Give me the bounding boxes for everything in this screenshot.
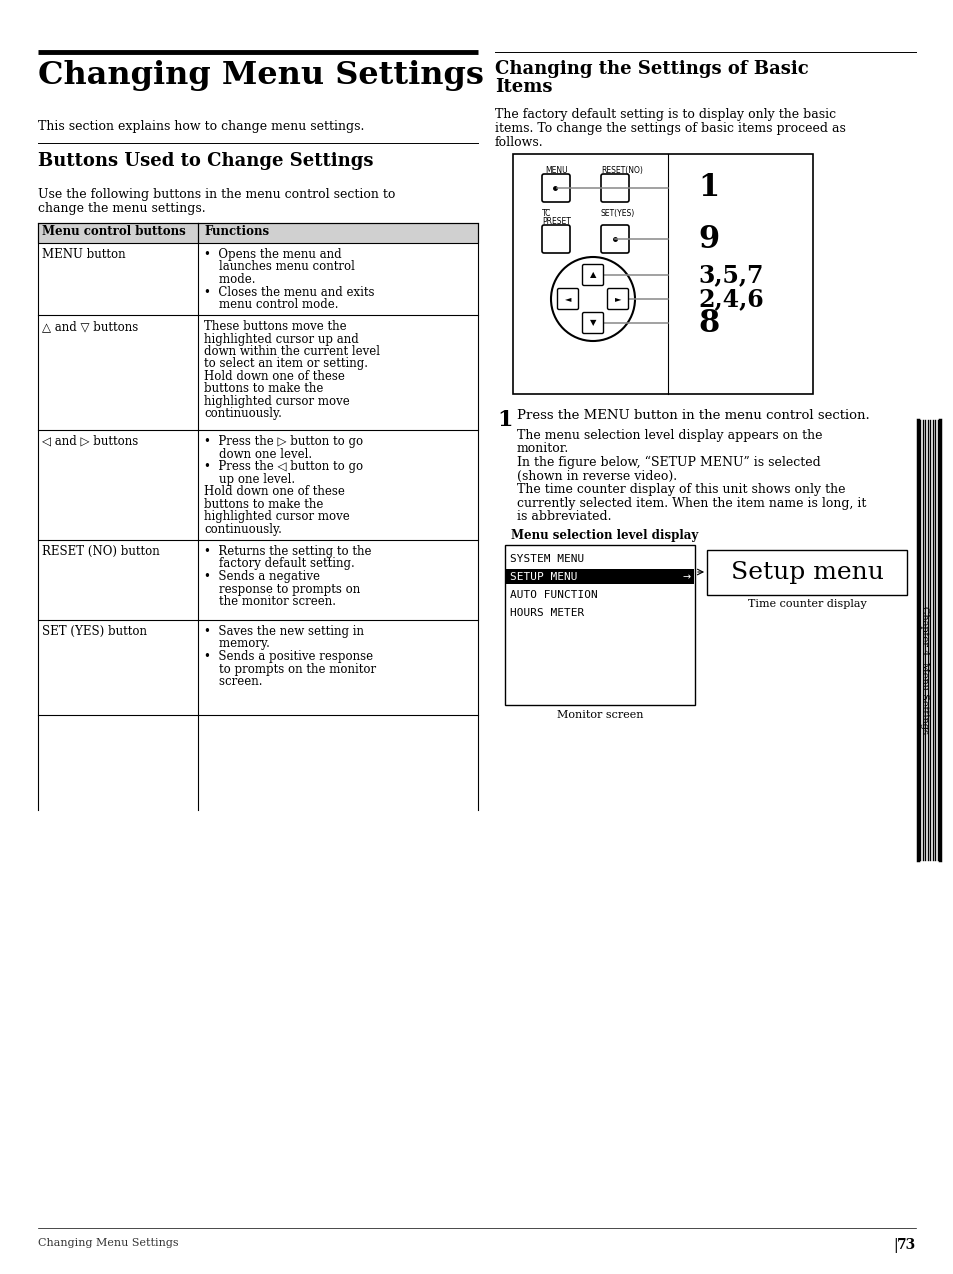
Text: •  Returns the setting to the: • Returns the setting to the [204, 545, 371, 558]
Text: RESET(NO): RESET(NO) [600, 166, 642, 175]
FancyBboxPatch shape [541, 175, 569, 203]
Text: to prompts on the monitor: to prompts on the monitor [204, 662, 375, 675]
Text: buttons to make the: buttons to make the [204, 382, 323, 395]
FancyBboxPatch shape [557, 288, 578, 310]
Text: screen.: screen. [204, 675, 262, 688]
FancyBboxPatch shape [541, 225, 569, 254]
Text: Changing Menu Settings: Changing Menu Settings [38, 60, 483, 90]
Text: ►: ► [614, 294, 620, 303]
Text: •  Sends a negative: • Sends a negative [204, 569, 319, 583]
Text: ◁ and ▷ buttons: ◁ and ▷ buttons [42, 434, 138, 448]
Text: continuously.: continuously. [204, 522, 281, 535]
Text: highlighted cursor move: highlighted cursor move [204, 510, 350, 524]
Text: highlighted cursor up and: highlighted cursor up and [204, 333, 358, 345]
Text: down one level.: down one level. [204, 447, 312, 460]
Text: Menu control buttons: Menu control buttons [42, 225, 186, 238]
Bar [505, 569, 693, 583]
Text: △ and ▽ buttons: △ and ▽ buttons [42, 320, 138, 333]
Text: SYSTEM MENU: SYSTEM MENU [510, 554, 583, 564]
FancyBboxPatch shape [600, 175, 628, 203]
Text: Changing the Settings of Basic: Changing the Settings of Basic [495, 60, 808, 78]
Text: (shown in reverse video).: (shown in reverse video). [517, 470, 677, 483]
Text: Functions: Functions [204, 225, 269, 238]
Text: MENU: MENU [544, 166, 567, 175]
Text: factory default setting.: factory default setting. [204, 558, 355, 571]
Text: Monitor screen: Monitor screen [557, 710, 642, 720]
Text: Changing Menu Settings: Changing Menu Settings [38, 1238, 178, 1249]
Text: Buttons Used to Change Settings: Buttons Used to Change Settings [38, 152, 374, 169]
Bar [38, 223, 477, 243]
Text: continuously.: continuously. [204, 408, 281, 420]
Text: The time counter display of this unit shows only the: The time counter display of this unit sh… [517, 483, 844, 496]
Text: In the figure below, “SETUP MENU” is selected: In the figure below, “SETUP MENU” is sel… [517, 456, 820, 469]
Text: These buttons move the: These buttons move the [204, 320, 346, 333]
Text: is abbreviated.: is abbreviated. [517, 510, 611, 524]
Text: The menu selection level display appears on the: The menu selection level display appears… [517, 429, 821, 442]
FancyBboxPatch shape [600, 225, 628, 254]
Text: Items: Items [495, 78, 552, 96]
Text: buttons to make the: buttons to make the [204, 498, 323, 511]
Bar [513, 154, 812, 394]
Text: SET (YES) button: SET (YES) button [42, 626, 147, 638]
Text: Press the MENU button in the menu control section.: Press the MENU button in the menu contro… [517, 409, 869, 422]
Text: up one level.: up one level. [204, 473, 294, 485]
Text: currently selected item. When the item name is long, it: currently selected item. When the item n… [517, 497, 865, 510]
Text: •  Closes the menu and exits: • Closes the menu and exits [204, 285, 375, 298]
Text: Chapter 4  Menu Settings: Chapter 4 Menu Settings [920, 606, 928, 734]
Text: PRESET: PRESET [541, 217, 570, 225]
Text: mode.: mode. [204, 273, 255, 285]
Text: down within the current level: down within the current level [204, 345, 379, 358]
Text: ▼: ▼ [589, 318, 596, 327]
Text: AUTO FUNCTION: AUTO FUNCTION [510, 590, 598, 600]
Text: Use the following buttons in the menu control section to: Use the following buttons in the menu co… [38, 189, 395, 201]
Text: 8: 8 [698, 307, 719, 339]
Text: MENU button: MENU button [42, 248, 126, 261]
Text: •  Sends a positive response: • Sends a positive response [204, 650, 373, 662]
Text: to select an item or setting.: to select an item or setting. [204, 358, 368, 371]
Text: 2,4,6: 2,4,6 [698, 287, 763, 311]
Text: SET(YES): SET(YES) [600, 209, 635, 218]
Text: •  Opens the menu and: • Opens the menu and [204, 248, 341, 261]
Text: HOURS METER: HOURS METER [510, 608, 583, 618]
Text: 73: 73 [896, 1238, 915, 1252]
Text: follows.: follows. [495, 136, 543, 149]
Text: Menu selection level display: Menu selection level display [511, 529, 698, 541]
Text: The factory default setting is to display only the basic: The factory default setting is to displa… [495, 108, 835, 121]
Text: ▲: ▲ [589, 270, 596, 279]
Text: →: → [682, 572, 690, 582]
Text: change the menu settings.: change the menu settings. [38, 203, 206, 215]
FancyBboxPatch shape [582, 265, 603, 285]
Text: •  Saves the new setting in: • Saves the new setting in [204, 626, 364, 638]
Text: Setup menu: Setup menu [730, 561, 882, 583]
Text: the monitor screen.: the monitor screen. [204, 595, 335, 608]
Text: Hold down one of these: Hold down one of these [204, 369, 345, 383]
Text: items. To change the settings of basic items proceed as: items. To change the settings of basic i… [495, 122, 845, 135]
Text: 1: 1 [497, 409, 512, 431]
Text: 1: 1 [698, 172, 719, 204]
Text: TC: TC [541, 209, 551, 218]
FancyBboxPatch shape [582, 312, 603, 334]
Text: memory.: memory. [204, 637, 270, 651]
FancyBboxPatch shape [607, 288, 628, 310]
Text: response to prompts on: response to prompts on [204, 582, 360, 595]
Text: SETUP MENU: SETUP MENU [510, 572, 577, 582]
Text: highlighted cursor move: highlighted cursor move [204, 395, 350, 408]
Text: 3,5,7: 3,5,7 [698, 262, 762, 287]
Text: monitor.: monitor. [517, 442, 569, 456]
Text: Hold down one of these: Hold down one of these [204, 485, 345, 498]
Text: 9: 9 [698, 223, 719, 255]
Bar [504, 545, 695, 705]
Text: Time counter display: Time counter display [747, 599, 865, 609]
Text: RESET (NO) button: RESET (NO) button [42, 545, 159, 558]
Text: |: | [892, 1238, 897, 1254]
Text: •  Press the ◁ button to go: • Press the ◁ button to go [204, 460, 363, 473]
Text: ◄: ◄ [564, 294, 571, 303]
Circle shape [551, 257, 635, 341]
Bar [706, 550, 906, 595]
Text: menu control mode.: menu control mode. [204, 298, 338, 311]
Text: launches menu control: launches menu control [204, 260, 355, 274]
Text: This section explains how to change menu settings.: This section explains how to change menu… [38, 120, 364, 132]
Text: •  Press the ▷ button to go: • Press the ▷ button to go [204, 434, 363, 448]
